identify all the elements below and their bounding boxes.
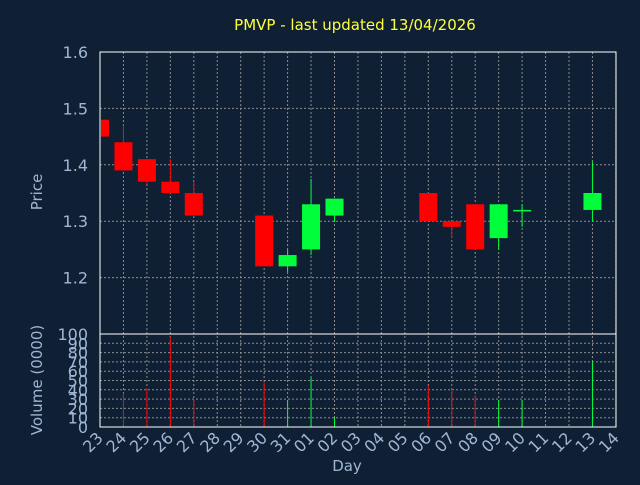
volume-tick-label: 0 xyxy=(78,418,88,437)
price-tick-label: 1.2 xyxy=(63,269,88,288)
volume-tick-label: 70 xyxy=(68,353,88,372)
price-tick-label: 1.3 xyxy=(63,212,88,231)
candle-body xyxy=(114,142,133,171)
price-tick-label: 1.6 xyxy=(63,43,88,62)
candle-body xyxy=(583,193,602,210)
candle-body xyxy=(466,204,485,250)
candle-body xyxy=(325,198,344,216)
candle-body xyxy=(489,204,508,239)
volume-tick-label: 90 xyxy=(68,334,88,353)
volume-tick-label: 10 xyxy=(68,409,88,428)
volume-tick-label: 60 xyxy=(68,362,88,381)
volume-tick-label: 40 xyxy=(68,381,88,400)
candle-body xyxy=(442,221,461,227)
candle-body xyxy=(255,215,274,267)
candle-body xyxy=(161,181,180,193)
marks-layer xyxy=(99,119,602,427)
volume-tick-label: 100 xyxy=(57,325,88,344)
volume-axis-label: Volume (0000) xyxy=(28,325,46,435)
candle-body xyxy=(419,193,438,222)
volume-tick-label: 50 xyxy=(68,372,88,391)
volume-tick-label: 20 xyxy=(68,399,88,418)
price-tick-label: 1.4 xyxy=(63,156,88,175)
candle-body xyxy=(278,255,297,267)
candle-body xyxy=(302,204,321,250)
volume-tick-label: 80 xyxy=(68,344,88,363)
price-axis-label: Price xyxy=(28,174,46,211)
candle-body xyxy=(137,159,156,182)
candle-body xyxy=(101,119,109,137)
chart-title: PMVP - last updated 13/04/2026 xyxy=(234,16,476,34)
candle-body xyxy=(184,193,203,216)
volume-tick-label: 30 xyxy=(68,390,88,409)
volume-panel-frame xyxy=(99,333,617,428)
price-tick-label: 1.5 xyxy=(63,99,88,118)
x-axis-label: Day xyxy=(332,457,362,475)
candle-body xyxy=(513,209,532,212)
